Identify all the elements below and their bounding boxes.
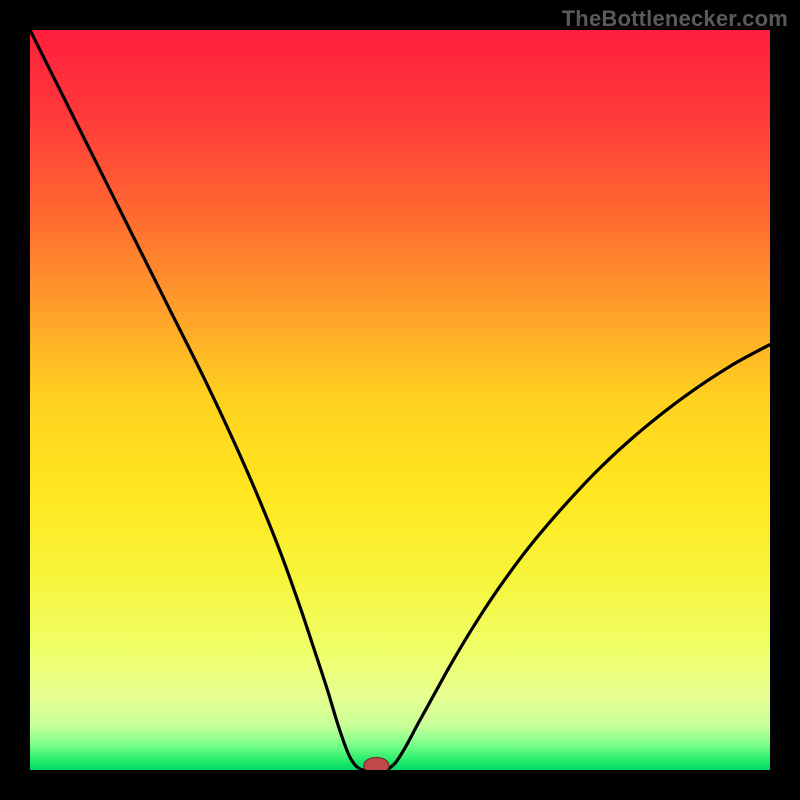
plot-background xyxy=(30,30,770,770)
chart-stage: TheBottlenecker.com xyxy=(0,0,800,800)
chart-svg xyxy=(0,0,800,800)
watermark-text: TheBottlenecker.com xyxy=(562,6,788,32)
